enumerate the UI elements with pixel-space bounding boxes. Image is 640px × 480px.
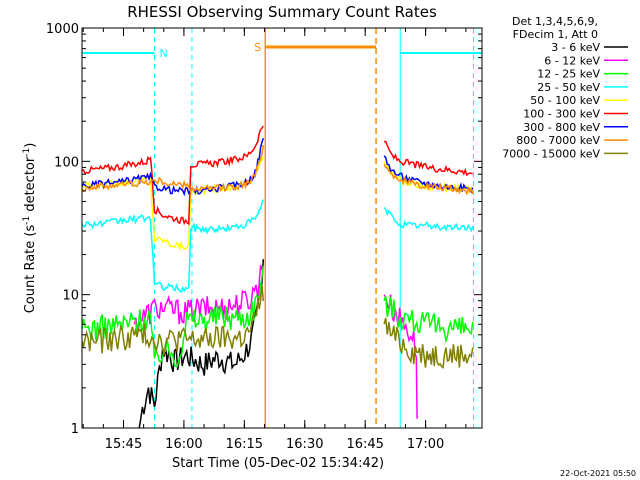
x-tick-label-3: 16:30	[286, 437, 323, 452]
y-tick-label-2: 100	[54, 155, 79, 170]
chart-title: RHESSI Observing Summary Count Rates	[127, 3, 437, 21]
series-line-3-0	[81, 199, 264, 294]
series-line-3-1	[383, 207, 474, 233]
y-tick-label-1: 10	[62, 289, 79, 304]
series-line-7-0	[81, 144, 265, 194]
saa-markers: S	[254, 28, 377, 428]
y-label-end: )	[23, 143, 38, 148]
legend-label-1: 6 - 12 keV	[544, 54, 600, 67]
attenuator-segment-label: N	[160, 47, 168, 60]
y-tick-label-0: 1	[71, 422, 79, 437]
legend-header-decimation: FDecim 1, Att 0	[513, 28, 598, 41]
generation-timestamp: 22-Oct-2021 05:50	[560, 469, 636, 478]
series-line-0-0	[138, 259, 265, 429]
series-line-5-1	[383, 140, 473, 177]
legend-label-0: 3 - 6 keV	[551, 41, 600, 54]
x-axis-label: Start Time (05-Dec-02 15:34:42)	[172, 456, 384, 471]
y-tick-label-3: 1000	[46, 22, 79, 37]
x-axis-ticks: 15:45 16:00 16:15 16:30 16:45 17:00	[82, 28, 467, 452]
legend: Det 1,3,4,5,6,9, FDecim 1, Att 0 3 - 6 k…	[502, 15, 628, 160]
x-tick-label-4: 16:45	[346, 437, 383, 452]
series-line-2-0	[81, 265, 265, 368]
legend-label-6: 300 - 800 keV	[523, 121, 600, 134]
y-label-exponent-1: -1	[22, 216, 32, 225]
series-line-7-1	[383, 163, 474, 196]
x-tick-label-0: 15:45	[105, 437, 142, 452]
y-axis-ticks: 1 10 100 1000	[46, 22, 482, 437]
series-line-5-0	[81, 125, 264, 226]
legend-header-detectors: Det 1,3,4,5,6,9,	[512, 15, 598, 28]
series-line-6-0	[81, 137, 265, 197]
legend-label-7: 800 - 7000 keV	[516, 134, 600, 147]
series-line-8-0	[81, 284, 265, 355]
series-line-8-1	[383, 317, 474, 370]
y-label-exponent-2: -1	[22, 148, 32, 157]
y-label-middle: detector	[23, 156, 38, 216]
legend-label-5: 100 - 300 keV	[523, 108, 600, 121]
plot-frame	[81, 27, 483, 429]
legend-label-2: 12 - 25 keV	[537, 68, 600, 81]
y-label-main: Count Rate (s	[23, 225, 38, 314]
x-tick-label-2: 16:15	[226, 437, 263, 452]
y-axis-label: Count Rate (s-1 detector-1)	[22, 143, 38, 314]
legend-label-3: 25 - 50 keV	[537, 81, 600, 94]
saa-segment-label: S	[254, 41, 261, 54]
legend-label-8: 7000 - 15000 keV	[502, 147, 600, 160]
series-lines	[81, 125, 474, 429]
series-line-2-1	[383, 295, 474, 344]
legend-label-4: 50 - 100 keV	[530, 94, 600, 107]
x-tick-label-5: 17:00	[407, 437, 444, 452]
x-tick-label-1: 16:00	[165, 437, 202, 452]
